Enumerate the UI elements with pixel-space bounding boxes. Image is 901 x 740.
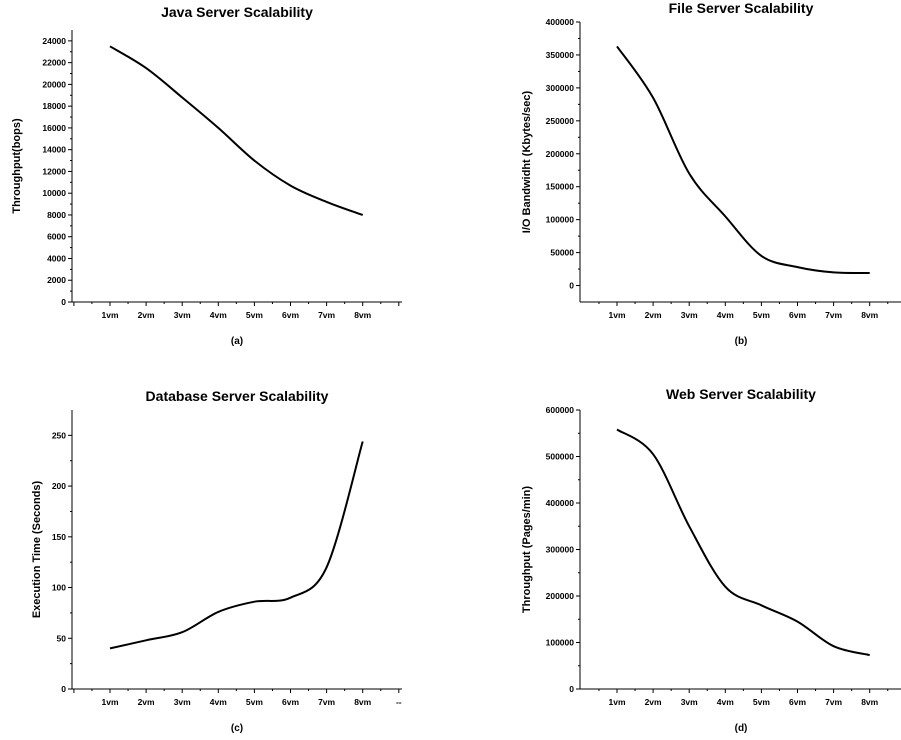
y-tick-label: 150 <box>52 532 66 542</box>
y-tick-label: 10000 <box>42 188 66 198</box>
y-tick-label: 20000 <box>42 79 66 89</box>
y-axis-label: Execution Time (Seconds) <box>31 480 43 618</box>
x-tick-label: 6vm <box>789 697 806 707</box>
x-tick-label: 4vm <box>210 697 227 707</box>
y-axis-label: I/O Bandwidht (Kbytes/sec) <box>521 90 533 233</box>
chart-d: Web Server Scalability 0 100000 200000 30000… <box>521 386 901 734</box>
series-line <box>616 428 870 657</box>
y-tick-label: 350000 <box>546 50 575 60</box>
x-tick-label: 7vm <box>318 697 335 707</box>
x-tick-label: 2vm <box>138 310 155 320</box>
y-tick-label: 14000 <box>42 145 66 155</box>
y-tick-label: 12000 <box>42 166 66 176</box>
y-tick-label: 4000 <box>47 253 66 263</box>
x-tick-label: 3vm <box>174 310 191 320</box>
chart-caption: (b) <box>735 336 748 347</box>
chart-title: Web Server Scalability <box>666 386 816 402</box>
x-tick-label: 6vm <box>282 697 299 707</box>
y-tick-label: 150000 <box>546 182 575 192</box>
x-tick-label: 2vm <box>645 697 662 707</box>
chart-title: File Server Scalability <box>669 0 814 16</box>
y-tick-label: 250000 <box>546 116 575 126</box>
y-tick-label: 100000 <box>546 638 575 648</box>
chart-caption: (d) <box>735 723 748 734</box>
x-tick-label: 7vm <box>318 310 335 320</box>
series-line <box>109 45 364 216</box>
y-tick-label: 8000 <box>47 210 66 220</box>
x-tick-label: 1vm <box>608 310 625 320</box>
x-tick-label: 8vm <box>354 697 371 707</box>
x-tick-label: 3vm <box>174 697 191 707</box>
y-tick-label: 0 <box>61 297 66 307</box>
x-extra-tick-label: -- <box>396 697 402 707</box>
y-tick-label: 6000 <box>47 232 66 242</box>
y-tick-label: 50 <box>57 633 67 643</box>
y-axis-label: Throughput (Pages/min) <box>521 486 533 613</box>
x-tick-label: 3vm <box>681 310 698 320</box>
chart-caption: (a) <box>231 336 243 347</box>
y-tick-label: 16000 <box>42 123 66 133</box>
x-tick-label: 8vm <box>861 310 878 320</box>
chart-b: File Server Scalability 0 50000 100000 15000… <box>521 0 901 347</box>
x-tick-label: 1vm <box>101 697 118 707</box>
y-tick-label: 100000 <box>546 215 575 225</box>
y-tick-label: 400000 <box>546 17 575 27</box>
y-tick-label: 2000 <box>47 275 66 285</box>
y-tick-label: 200000 <box>546 149 575 159</box>
x-tick-label: 1vm <box>101 310 118 320</box>
x-tick-label: 6vm <box>789 310 806 320</box>
y-tick-label: 100 <box>52 583 66 593</box>
chart-caption: (c) <box>231 723 243 734</box>
x-tick-label: 2vm <box>645 310 662 320</box>
chart-a: Java Server Scalability 0 2000 4000 6000 8000… <box>11 4 402 347</box>
series-line <box>616 45 870 275</box>
x-tick-label: 5vm <box>246 310 263 320</box>
x-tick-label: 5vm <box>246 697 263 707</box>
x-tick-label: 4vm <box>717 697 734 707</box>
x-tick-label: 8vm <box>354 310 371 320</box>
x-tick-label: 6vm <box>282 310 299 320</box>
y-tick-label: 600000 <box>546 405 575 415</box>
x-tick-label: 7vm <box>825 697 842 707</box>
y-tick-label: 0 <box>569 281 574 291</box>
chart-title: Database Server Scalability <box>146 388 329 404</box>
x-tick-label: 5vm <box>753 697 770 707</box>
y-axis-label: Throughput(bops) <box>11 118 23 214</box>
x-tick-label: 7vm <box>825 310 842 320</box>
y-tick-label: 0 <box>569 684 574 694</box>
series-line <box>109 441 364 650</box>
x-tick-label: 2vm <box>138 697 155 707</box>
x-tick-label: 8vm <box>861 697 878 707</box>
y-tick-label: 200 <box>52 481 66 491</box>
x-tick-label: 5vm <box>753 310 770 320</box>
y-tick-label: 300000 <box>546 83 575 93</box>
x-tick-label: 4vm <box>717 310 734 320</box>
y-tick-label: 500000 <box>546 452 575 462</box>
y-tick-label: 300000 <box>546 545 575 555</box>
y-tick-label: 0 <box>61 684 66 694</box>
chart-title: Java Server Scalability <box>161 4 313 20</box>
x-tick-label: 4vm <box>210 310 227 320</box>
y-tick-label: 200000 <box>546 591 575 601</box>
y-tick-label: 50000 <box>550 248 574 258</box>
y-tick-label: 400000 <box>546 498 575 508</box>
x-tick-label: 1vm <box>608 697 625 707</box>
chart-c: Database Server Scalability 0 50 100 150 200 2… <box>31 388 402 734</box>
y-tick-label: 18000 <box>42 101 66 111</box>
y-tick-label: 24000 <box>42 36 66 46</box>
y-tick-label: 250 <box>52 430 66 440</box>
x-tick-label: 3vm <box>681 697 698 707</box>
y-tick-label: 22000 <box>42 58 66 68</box>
